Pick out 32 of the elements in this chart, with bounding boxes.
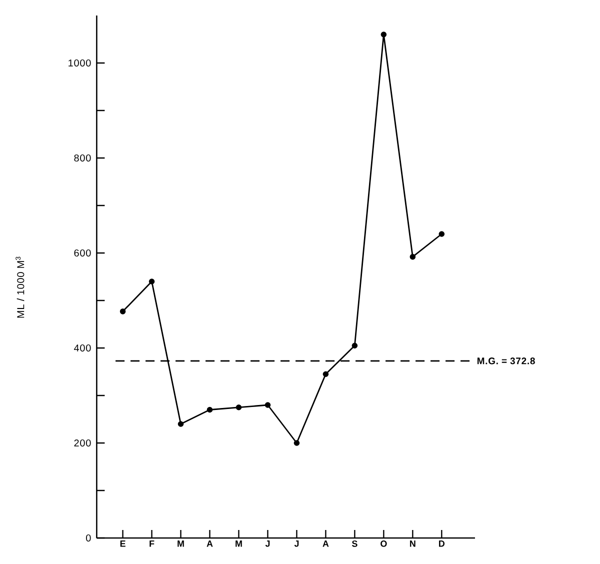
x-tick-label: A	[322, 540, 329, 547]
ref-line-label: M.G. = 372.8	[477, 358, 535, 364]
point	[236, 404, 242, 410]
point	[206, 406, 213, 413]
x-tick-label: F	[150, 540, 154, 547]
y-tick-label: 200	[74, 439, 91, 447]
point	[438, 231, 445, 237]
point	[294, 440, 300, 446]
y-tick-label: 0	[86, 534, 91, 542]
point	[380, 32, 387, 38]
x-tick-label: J	[265, 540, 270, 547]
x-tick-label: A	[206, 540, 213, 547]
y-axis-title: ML / 1000 M$^{3}$	[16, 256, 24, 318]
y-tick-label: 400	[74, 344, 91, 352]
point	[264, 402, 271, 408]
x-tick-label: O	[380, 540, 387, 547]
point	[178, 421, 184, 427]
point	[352, 342, 358, 349]
x-tick-label: D	[439, 540, 445, 547]
y-tick-label: 800	[74, 154, 91, 162]
x-tick-label: S	[352, 540, 358, 547]
x-tick-label: N	[410, 540, 416, 547]
y-tick-label: 1000	[68, 59, 91, 67]
point	[120, 308, 126, 314]
x-tick-label: M	[178, 540, 184, 547]
point	[148, 278, 155, 284]
x-tick-label: E	[120, 540, 126, 547]
point	[410, 254, 416, 260]
x-tick-label: M	[236, 540, 242, 547]
point	[322, 371, 329, 378]
x-tick-label: J	[294, 540, 299, 547]
y-tick-label: 600	[74, 249, 91, 257]
